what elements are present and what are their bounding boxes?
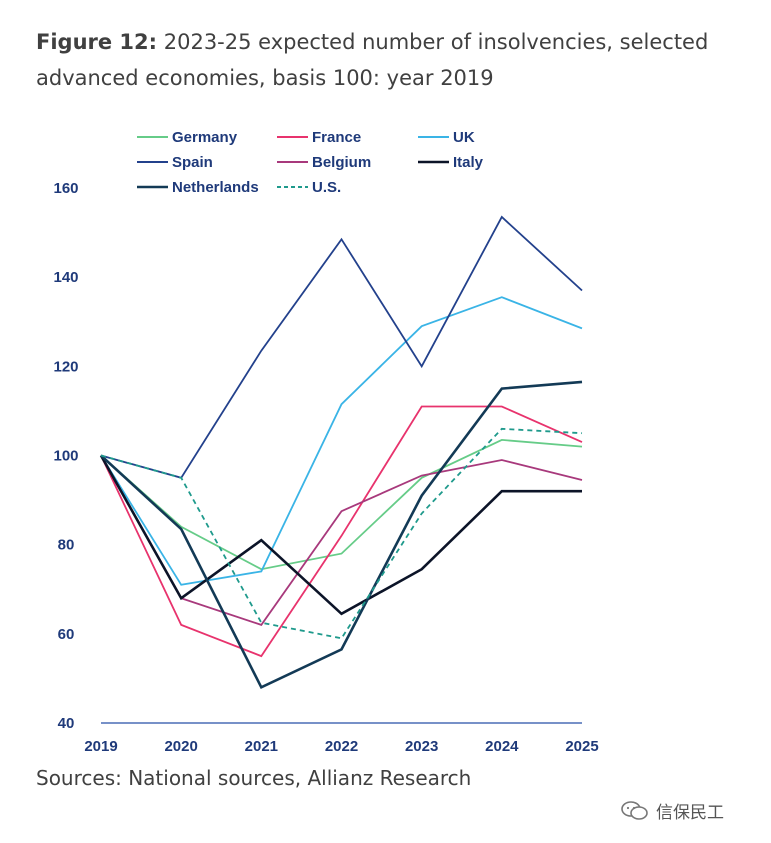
legend-label: UK — [453, 129, 475, 146]
series-line-u-s — [100, 427, 583, 640]
legend-label: Spain — [172, 154, 213, 171]
x-tick-label: 2024 — [485, 738, 519, 755]
series-line-spain — [100, 215, 583, 479]
legend-label: U.S. — [312, 179, 341, 196]
series-line-uk — [100, 296, 583, 586]
legend-label: Germany — [172, 129, 238, 146]
y-tick-label: 40 — [58, 715, 75, 732]
series-line-france — [100, 405, 583, 658]
y-tick-label: 100 — [53, 448, 78, 465]
series-line-netherlands — [100, 380, 583, 690]
y-tick-label: 60 — [58, 626, 75, 643]
y-tick-label: 140 — [53, 269, 78, 286]
watermark-text: 信保民工 — [656, 803, 724, 823]
wechat-icon — [621, 800, 648, 820]
x-tick-label: 2021 — [245, 738, 278, 755]
series-line-germany — [100, 438, 583, 571]
legend-label: Belgium — [312, 154, 371, 171]
figure-caption: 2023-25 expected number of insolvencies,… — [36, 30, 709, 90]
sources-note: Sources: National sources, Allianz Resea… — [36, 766, 472, 790]
y-tick-label: 120 — [53, 358, 78, 375]
figure-title: Figure 12: 2023-25 expected number of in… — [36, 24, 761, 96]
legend-label: Italy — [453, 154, 484, 171]
figure-number: Figure 12: — [36, 30, 158, 54]
watermark: 信保民工 — [620, 798, 724, 823]
legend-label: France — [312, 129, 361, 146]
line-chart: Germany France UK Spain Belgium Italy Netherla… — [53, 129, 599, 755]
y-tick-label: 80 — [58, 537, 75, 554]
legend-label: Netherlands — [172, 179, 259, 196]
chart-series — [99, 215, 583, 690]
x-tick-label: 2022 — [325, 738, 358, 755]
x-tick-label: 2025 — [565, 738, 598, 755]
x-tick-label: 2019 — [84, 738, 117, 755]
x-axis: 2019 2020 2021 2022 2023 2024 2025 — [84, 722, 599, 755]
chart-legend: Germany France UK Spain Belgium Italy Netherla… — [137, 129, 484, 196]
x-tick-label: 2023 — [405, 738, 438, 755]
series-line-italy — [99, 454, 582, 616]
x-tick-label: 2020 — [164, 738, 197, 755]
y-tick-label: 160 — [53, 180, 78, 197]
y-axis: 40 60 80 100 120 140 160 — [53, 180, 78, 732]
series-line-belgium — [100, 455, 583, 626]
